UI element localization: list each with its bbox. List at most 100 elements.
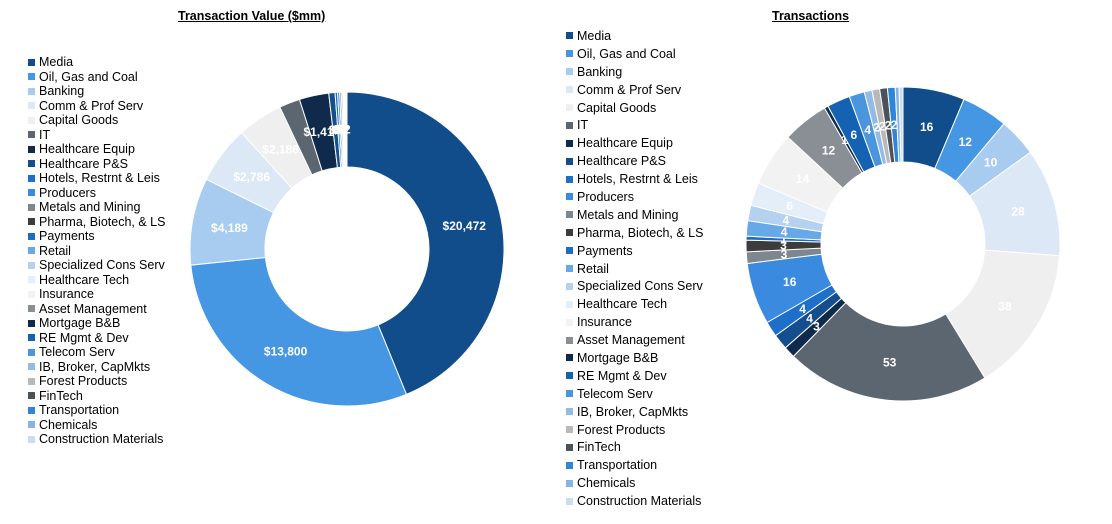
legend-label: Media	[39, 55, 74, 70]
legend-swatch	[28, 160, 35, 168]
legend-item: Mortgage B&B	[28, 316, 165, 331]
legend-swatch	[28, 73, 35, 81]
data-label: 2	[891, 118, 898, 132]
data-label: $1,416	[303, 125, 340, 139]
data-label: 16	[920, 120, 934, 134]
legend-label: Specialized Cons Serv	[577, 279, 703, 294]
chart-title-transaction-value: Transaction Value ($mm)	[178, 9, 326, 23]
donut-chart-transaction-value: $20,472$13,800$4,189$2,786$2,186$1,416$1…	[189, 91, 505, 407]
legend-swatch	[28, 102, 35, 110]
legend-swatch	[566, 336, 573, 344]
legend-label: Oil, Gas and Coal	[577, 46, 676, 61]
legend-item: Asset Management	[28, 302, 165, 317]
legend-item: Transportation	[566, 456, 703, 474]
legend-item: Specialized Cons Serv	[28, 258, 165, 273]
legend-swatch	[28, 145, 35, 153]
legend-item: RE Mgmt & Dev	[566, 367, 703, 385]
legend-item: Media	[566, 27, 703, 45]
data-label: 12	[959, 135, 973, 149]
data-label: 4	[799, 302, 806, 316]
legend-swatch	[566, 443, 573, 451]
legend-swatch	[566, 318, 573, 326]
legend-swatch	[566, 372, 573, 380]
legend-swatch	[566, 32, 573, 40]
legend-label: Healthcare Tech	[39, 272, 130, 287]
legend-item: Pharma, Biotech, & LS	[566, 224, 703, 242]
data-label: 2	[879, 119, 886, 133]
donut-slice	[898, 86, 904, 163]
legend-label: Transportation	[577, 458, 658, 473]
legend-item: Comm & Prof Serv	[566, 81, 703, 99]
legend-transactions: Media Oil, Gas and Coal Banking Comm & Prof…	[566, 27, 703, 510]
legend-label: Forest Products	[577, 422, 666, 437]
legend-item: Metals and Mining	[566, 206, 703, 224]
legend-swatch	[28, 290, 35, 298]
data-label: 10	[984, 156, 998, 170]
legend-label: Producers	[577, 189, 634, 204]
legend-label: Capital Goods	[577, 100, 657, 115]
legend-item: Healthcare Tech	[28, 273, 165, 288]
legend-label: RE Mgmt & Dev	[39, 330, 129, 345]
legend-label: Construction Materials	[577, 494, 702, 509]
data-label: 4	[781, 225, 788, 239]
legend-swatch	[28, 319, 35, 327]
legend-swatch	[28, 261, 35, 269]
donut-slice	[792, 301, 986, 402]
legend-swatch	[566, 139, 573, 147]
data-label: 12	[822, 144, 836, 158]
legend-swatch	[566, 354, 573, 362]
legend-label: IT	[577, 118, 589, 133]
legend-label: Producers	[39, 185, 96, 200]
legend-transaction-value: Media Oil, Gas and Coal Banking Comm & Prof…	[28, 55, 165, 447]
data-label: $2,786	[233, 170, 270, 184]
legend-item: Banking	[566, 63, 703, 81]
legend-label: Insurance	[577, 315, 632, 330]
legend-item: Capital Goods	[566, 99, 703, 117]
legend-label: Payments	[577, 243, 633, 258]
legend-swatch	[566, 50, 573, 58]
legend-label: Healthcare Tech	[577, 297, 668, 312]
legend-label: Chemicals	[577, 476, 636, 491]
legend-label: Telecom Serv	[577, 386, 653, 401]
legend-item: Healthcare P&S	[28, 157, 165, 172]
legend-item: Pharma, Biotech, & LS	[28, 215, 165, 230]
legend-item: Construction Materials	[28, 432, 165, 447]
legend-swatch	[28, 348, 35, 356]
legend-swatch	[28, 203, 35, 211]
data-label: 28	[1011, 205, 1025, 219]
legend-item: Asset Management	[566, 331, 703, 349]
legend-item: FinTech	[566, 438, 703, 456]
legend-item: Telecom Serv	[28, 345, 165, 360]
legend-label: IB, Broker, CapMkts	[39, 359, 151, 374]
legend-label: Healthcare P&S	[39, 156, 128, 171]
legend-swatch	[566, 390, 573, 398]
data-label: 3	[813, 319, 820, 333]
legend-label: Mortgage B&B	[577, 350, 659, 365]
legend-item: Comm & Prof Serv	[28, 99, 165, 114]
legend-swatch	[566, 104, 573, 111]
data-label: 1	[780, 233, 787, 247]
legend-label: Healthcare P&S	[577, 154, 666, 169]
legend-swatch	[28, 377, 35, 385]
legend-item: Chemicals	[566, 474, 703, 492]
legend-swatch	[566, 68, 573, 76]
legend-swatch	[28, 392, 35, 400]
legend-label: Forest Products	[39, 374, 128, 389]
data-label: $20,472	[443, 219, 487, 233]
data-label: 14	[796, 172, 810, 186]
legend-item: Oil, Gas and Coal	[28, 70, 165, 85]
legend-swatch	[28, 406, 35, 414]
legend-swatch	[28, 305, 35, 313]
legend-label: Capital Goods	[39, 113, 119, 128]
data-label: 3	[781, 247, 788, 261]
donut-slice	[346, 91, 505, 395]
legend-label: Comm & Prof Serv	[577, 82, 682, 97]
legend-label: Asset Management	[39, 301, 147, 316]
data-label: $2,186	[262, 143, 299, 157]
legend-item: Retail	[566, 260, 703, 278]
legend-swatch	[566, 426, 573, 434]
legend-swatch	[28, 131, 35, 139]
legend-swatch	[566, 193, 573, 201]
data-label: 16	[783, 275, 797, 289]
legend-item: Mortgage B&B	[566, 349, 703, 367]
